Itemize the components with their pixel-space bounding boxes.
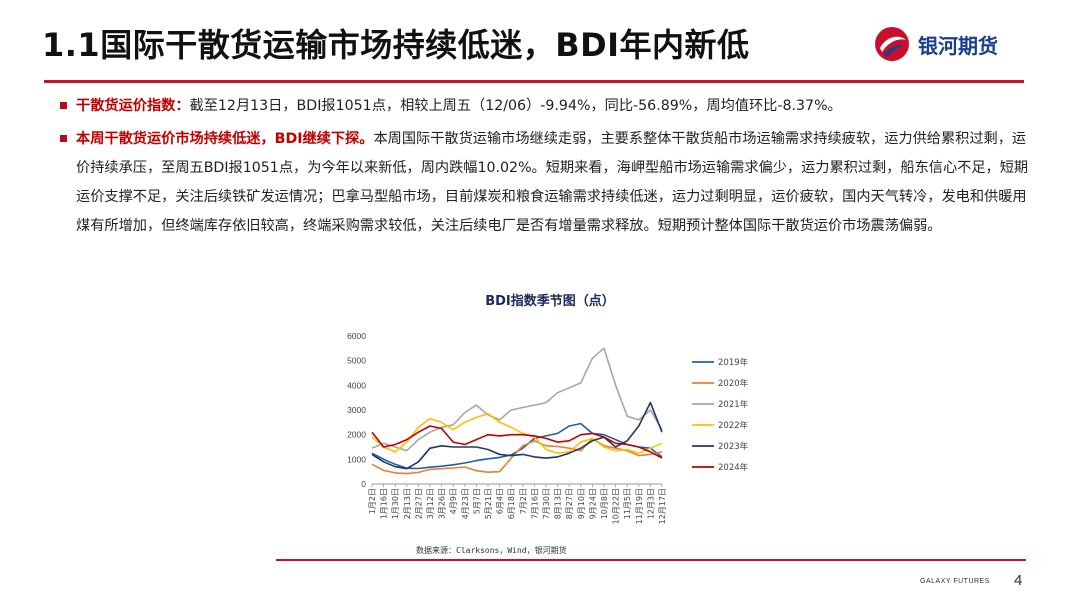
y-tick-label: 0: [361, 479, 366, 489]
x-tick-label: 2月27日: [414, 488, 423, 519]
x-tick-label: 6月4日: [496, 488, 505, 514]
x-tick-label: 12月17日: [658, 488, 667, 524]
chart-title: BDI指数季节图（点）: [485, 294, 615, 309]
x-tick-label: 10月8日: [600, 488, 609, 519]
legend-label: 2023年: [718, 441, 749, 452]
series-line-2023年: [371, 401, 663, 470]
legend-label: 2024年: [718, 462, 749, 473]
legend-label: 2021年: [718, 399, 749, 410]
summary-bullets: 干散货运价指数：截至12月13日，BDI报1051点，相较上周五（12/06）-…: [54, 92, 1032, 241]
y-tick-label: 5000: [347, 356, 366, 366]
series-line-2024年: [371, 425, 663, 459]
y-tick-label: 4000: [347, 380, 366, 390]
x-tick-label: 6月18日: [507, 488, 516, 519]
x-tick-label: 8月27日: [565, 488, 574, 519]
bullet-square-icon: [60, 102, 67, 109]
x-tick-label: 9月10日: [577, 488, 586, 519]
chart-source: 数据来源：Clarksons，Wind，银河期货: [416, 546, 567, 555]
bullet-freight-index: 干散货运价指数：截至12月13日，BDI报1051点，相较上周五（12/06）-…: [54, 92, 1032, 121]
galaxy-logo-icon: [875, 27, 909, 61]
y-tick-label: 2000: [347, 430, 366, 440]
bullet-text: 截至12月13日，BDI报1051点，相较上周五（12/06）-9.94%，同比…: [189, 98, 842, 114]
x-tick-label: 4月23日: [461, 488, 470, 519]
x-tick-label: 11月5日: [623, 488, 632, 519]
bullet-text: 本周国际干散货运输市场继续走弱，主要系整体干散货船市场运输需求持续疲软，运力供给…: [76, 131, 1029, 234]
legend-label: 2022年: [718, 420, 749, 431]
brand-logo: 银河期货: [872, 24, 998, 64]
y-tick-label: 1000: [347, 454, 366, 464]
x-tick-label: 8月13日: [554, 488, 563, 519]
x-tick-label: 7月2日: [519, 488, 528, 514]
x-tick-label: 3月12日: [426, 488, 435, 519]
brand-name: 银河期货: [918, 33, 998, 58]
x-tick-label: 3月26日: [438, 488, 447, 519]
title-divider: [44, 80, 1024, 83]
y-tick-label: 3000: [347, 405, 366, 415]
footer-brand: GALAXY FUTURES: [920, 578, 990, 585]
bullet-lead: 本周干散货运价市场持续低迷，BDI继续下探。: [76, 131, 374, 147]
x-tick-label: 5月7日: [472, 488, 481, 514]
series-line-2021年: [371, 347, 663, 452]
x-tick-label: 4月9日: [449, 488, 458, 514]
series-line-2020年: [371, 437, 663, 475]
x-tick-label: 7月30日: [542, 488, 551, 519]
legend-label: 2019年: [718, 357, 749, 368]
x-tick-label: 1月30日: [391, 488, 400, 519]
series-line-2022年: [371, 412, 663, 454]
x-tick-label: 1月2日: [368, 488, 377, 514]
x-tick-label: 10月22日: [612, 488, 621, 524]
y-tick-label: 6000: [347, 331, 366, 341]
x-tick-label: 7月16日: [530, 488, 539, 519]
x-tick-label: 12月3日: [646, 488, 655, 519]
bullet-square-icon: [60, 135, 67, 142]
page-title: 1.1国际干散货运输市场持续低迷，BDI年内新低: [42, 26, 750, 64]
bullet-market-weekly: 本周干散货运价市场持续低迷，BDI继续下探。本周国际干散货运输市场继续走弱，主要…: [54, 125, 1032, 241]
x-tick-label: 2月13日: [403, 488, 412, 519]
x-tick-label: 9月24日: [588, 488, 597, 519]
x-tick-label: 1月16日: [380, 488, 389, 519]
bullet-lead: 干散货运价指数：: [76, 98, 190, 114]
footer-divider: [276, 559, 1026, 561]
x-tick-label: 5月21日: [484, 488, 493, 519]
legend-label: 2020年: [718, 378, 749, 389]
x-tick-label: 11月19日: [635, 488, 644, 524]
page-number: 4: [1014, 572, 1023, 589]
